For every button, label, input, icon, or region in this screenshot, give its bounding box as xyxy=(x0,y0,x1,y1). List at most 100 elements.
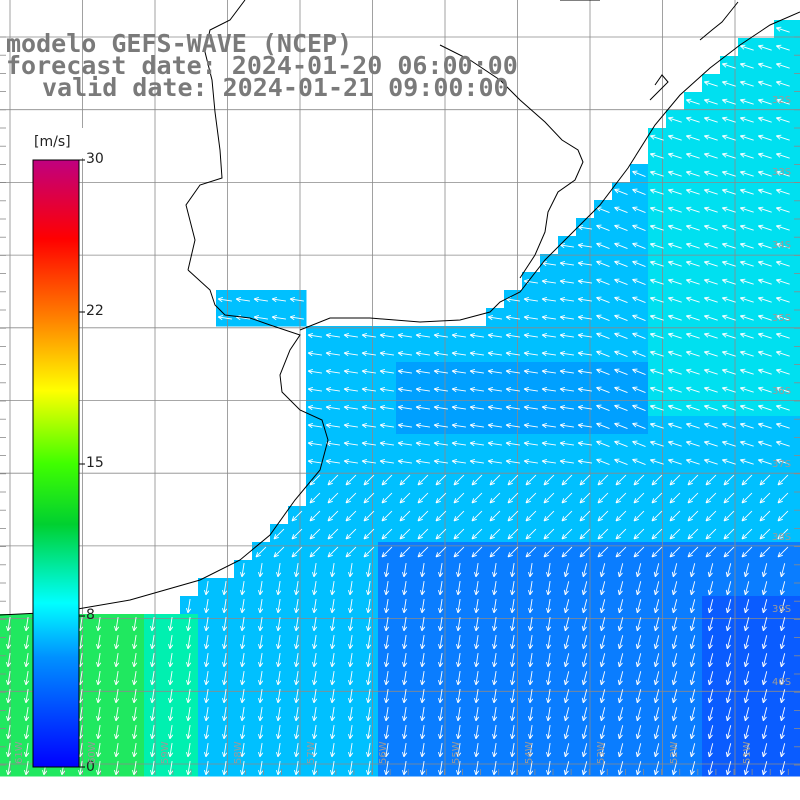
wind-arrow xyxy=(671,581,678,596)
wind-arrow xyxy=(474,563,480,578)
wind-arrow xyxy=(614,350,628,357)
wind-arrow xyxy=(546,653,552,668)
wind-arrow xyxy=(686,134,700,141)
wind-arrow xyxy=(258,617,264,632)
wind-arrow xyxy=(615,528,627,540)
wind-arrow xyxy=(510,581,516,596)
field-cell xyxy=(774,434,793,453)
wind-arrow xyxy=(743,725,750,740)
field-cell xyxy=(738,398,757,417)
wind-arrow xyxy=(777,474,789,486)
wind-arrow xyxy=(633,546,645,558)
field-cell xyxy=(216,290,235,309)
field-cell xyxy=(666,452,685,471)
wind-arrow xyxy=(758,80,772,87)
wind-arrow xyxy=(343,459,358,465)
wind-arrow xyxy=(704,98,718,105)
wind-arrow xyxy=(651,510,663,522)
wind-arrow xyxy=(325,369,340,375)
wind-arrow xyxy=(743,743,750,758)
wind-arrow xyxy=(650,134,664,141)
field-cell xyxy=(540,380,559,399)
field-cell xyxy=(432,398,451,417)
field-cell xyxy=(648,290,667,309)
field-cell xyxy=(774,398,793,417)
wind-arrow xyxy=(453,510,465,522)
field-cell xyxy=(738,38,757,57)
wind-arrow xyxy=(650,152,664,159)
field-cell xyxy=(720,380,739,399)
wind-arrow xyxy=(366,635,372,650)
field-cell xyxy=(306,398,325,417)
wind-arrow xyxy=(669,528,681,540)
wind-arrow xyxy=(596,440,610,447)
wind-arrow xyxy=(453,474,465,486)
field-cell xyxy=(756,380,775,399)
wind-arrow xyxy=(704,242,718,249)
wind-arrow xyxy=(704,296,718,303)
wind-arrow xyxy=(650,242,664,249)
wind-arrow xyxy=(132,671,138,686)
wind-arrow xyxy=(510,761,516,776)
field-cell xyxy=(396,326,415,345)
wind-arrow xyxy=(758,188,772,195)
wind-arrow xyxy=(632,458,646,465)
wind-arrow xyxy=(722,116,736,123)
wind-arrow xyxy=(707,689,714,704)
wind-arrow xyxy=(276,653,282,668)
wind-arrow xyxy=(384,761,390,776)
wind-arrow xyxy=(758,278,772,285)
wind-arrow xyxy=(492,707,498,722)
wind-arrow xyxy=(217,297,232,303)
field-cell xyxy=(648,344,667,363)
wind-arrow xyxy=(438,581,444,596)
wind-arrow xyxy=(671,707,678,722)
wind-arrow xyxy=(650,206,664,213)
wind-arrow xyxy=(671,617,678,632)
wind-arrow xyxy=(96,689,102,704)
wind-arrow xyxy=(776,188,790,195)
wind-arrow xyxy=(168,761,174,776)
wind-arrow xyxy=(397,351,412,357)
wind-arrow xyxy=(438,635,444,650)
wind-arrow xyxy=(325,459,340,465)
field-cell xyxy=(486,434,505,453)
wind-arrow xyxy=(469,459,484,465)
wind-arrow xyxy=(276,761,282,776)
wind-arrow xyxy=(632,278,646,285)
wind-arrow xyxy=(614,278,628,285)
wind-arrow xyxy=(456,563,462,578)
wind-arrow xyxy=(614,368,628,375)
wind-arrow xyxy=(704,368,718,375)
wind-arrow xyxy=(686,296,700,303)
wind-arrow xyxy=(758,386,772,393)
wind-arrow xyxy=(559,387,574,393)
field-cell xyxy=(684,110,703,129)
wind-arrow xyxy=(420,581,426,596)
wind-arrow xyxy=(725,563,732,578)
wind-arrow xyxy=(204,689,210,704)
wind-arrow xyxy=(596,224,610,231)
wind-arrow xyxy=(505,369,520,375)
wind-arrow xyxy=(487,423,502,429)
field-cell xyxy=(306,380,325,399)
wind-arrow xyxy=(294,761,300,776)
field-cell xyxy=(306,326,325,345)
wind-arrow xyxy=(761,617,768,632)
wind-arrow xyxy=(438,689,444,704)
wind-arrow xyxy=(363,474,375,486)
field-cell xyxy=(738,236,757,255)
wind-arrow xyxy=(186,707,192,722)
field-cell xyxy=(648,182,667,201)
wind-arrow xyxy=(686,386,700,393)
wind-arrow xyxy=(707,725,714,740)
wind-arrow xyxy=(777,528,789,540)
field-cell xyxy=(792,470,800,489)
field-cell xyxy=(594,272,613,291)
wind-arrow xyxy=(668,404,682,411)
wind-arrow xyxy=(271,315,286,321)
field-cell xyxy=(738,308,757,327)
wind-arrow xyxy=(312,725,318,740)
wind-arrow xyxy=(668,242,682,249)
field-cell xyxy=(756,290,775,309)
